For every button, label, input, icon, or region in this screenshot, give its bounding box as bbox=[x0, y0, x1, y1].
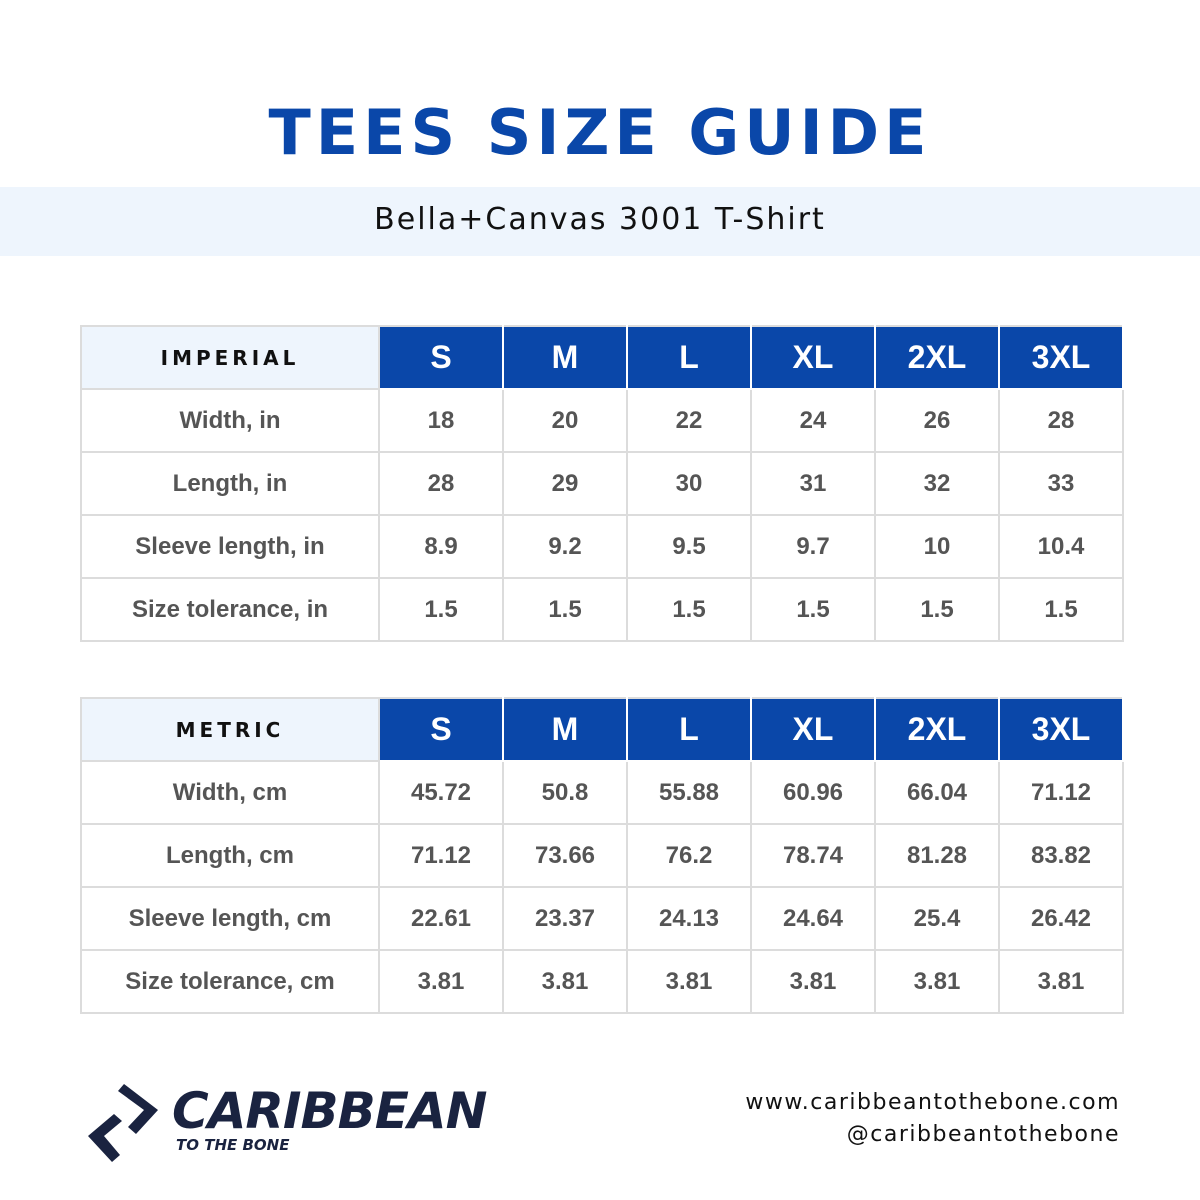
measurement-value: 3.81 bbox=[998, 949, 1124, 1014]
measurement-value: 1.5 bbox=[750, 577, 876, 642]
measurement-value: 23.37 bbox=[502, 886, 628, 951]
measurement-row: Sleeve length, in 8.9 9.2 9.5 9.7 10 10.4 bbox=[80, 514, 1124, 579]
size-header: XL bbox=[750, 697, 876, 762]
measurement-row: Length, cm 71.12 73.66 76.2 78.74 81.28 83.82 bbox=[80, 823, 1124, 888]
measurement-value: 8.9 bbox=[378, 514, 504, 579]
size-header: 2XL bbox=[874, 325, 1000, 390]
size-header: 3XL bbox=[998, 697, 1124, 762]
measurement-value: 9.7 bbox=[750, 514, 876, 579]
measurement-value: 1.5 bbox=[378, 577, 504, 642]
measurement-value: 29 bbox=[502, 451, 628, 516]
measurement-value: 30 bbox=[626, 451, 752, 516]
size-header: M bbox=[502, 325, 628, 390]
measurement-value: 26 bbox=[874, 388, 1000, 453]
logo-tagline: TO THE BONE bbox=[176, 1136, 290, 1154]
size-header: M bbox=[502, 697, 628, 762]
size-table: IMPERIAL S M L XL 2XL 3XL Width, in 18 20 22 24 26 28… bbox=[80, 325, 1124, 642]
title: TEES SIZE GUIDE bbox=[268, 96, 932, 169]
measurement-name: Length, cm bbox=[80, 823, 380, 888]
size-header: S bbox=[378, 325, 504, 390]
measurement-value: 76.2 bbox=[626, 823, 752, 888]
measurement-value: 10.4 bbox=[998, 514, 1124, 579]
measurement-row: Width, in 18 20 22 24 26 28 bbox=[80, 388, 1124, 453]
measurement-value: 18 bbox=[378, 388, 504, 453]
measurement-name: Size tolerance, cm bbox=[80, 949, 380, 1014]
measurement-value: 25.4 bbox=[874, 886, 1000, 951]
measurement-value: 26.42 bbox=[998, 886, 1124, 951]
measurement-value: 83.82 bbox=[998, 823, 1124, 888]
measurement-value: 28 bbox=[998, 388, 1124, 453]
measurement-value: 9.2 bbox=[502, 514, 628, 579]
measurement-row: Size tolerance, in 1.5 1.5 1.5 1.5 1.5 1.5 bbox=[80, 577, 1124, 642]
measurement-value: 73.66 bbox=[502, 823, 628, 888]
social-handle: @caribbeantothebone bbox=[846, 1122, 1120, 1147]
measurement-name: Width, cm bbox=[80, 760, 380, 825]
website: www.caribbeantothebone.com bbox=[745, 1090, 1120, 1115]
measurement-value: 1.5 bbox=[998, 577, 1124, 642]
measurement-row: Width, cm 45.72 50.8 55.88 60.96 66.04 71.12 bbox=[80, 760, 1124, 825]
measurement-name: Sleeve length, in bbox=[80, 514, 380, 579]
measurement-value: 24 bbox=[750, 388, 876, 453]
measurement-value: 20 bbox=[502, 388, 628, 453]
measurement-value: 22.61 bbox=[378, 886, 504, 951]
system-label: METRIC bbox=[80, 697, 380, 762]
measurement-value: 9.5 bbox=[626, 514, 752, 579]
measurement-value: 66.04 bbox=[874, 760, 1000, 825]
size-header: L bbox=[626, 325, 752, 390]
header-row: IMPERIAL S M L XL 2XL 3XL bbox=[80, 325, 1124, 390]
measurement-value: 71.12 bbox=[998, 760, 1124, 825]
system-label: IMPERIAL bbox=[80, 325, 380, 390]
measurement-value: 31 bbox=[750, 451, 876, 516]
measurement-name: Width, in bbox=[80, 388, 380, 453]
measurement-value: 32 bbox=[874, 451, 1000, 516]
size-header: S bbox=[378, 697, 504, 762]
header-row: METRIC S M L XL 2XL 3XL bbox=[80, 697, 1124, 762]
size-header: XL bbox=[750, 325, 876, 390]
measurement-value: 10 bbox=[874, 514, 1000, 579]
measurement-value: 24.13 bbox=[626, 886, 752, 951]
size-header: 3XL bbox=[998, 325, 1124, 390]
measurement-value: 1.5 bbox=[626, 577, 752, 642]
size-header: L bbox=[626, 697, 752, 762]
measurement-value: 71.12 bbox=[378, 823, 504, 888]
measurement-value: 22 bbox=[626, 388, 752, 453]
logo-icon bbox=[88, 1084, 158, 1162]
measurement-row: Size tolerance, cm 3.81 3.81 3.81 3.81 3.81 3.… bbox=[80, 949, 1124, 1014]
measurement-value: 3.81 bbox=[502, 949, 628, 1014]
measurement-value: 1.5 bbox=[502, 577, 628, 642]
subtitle-band bbox=[0, 187, 1200, 256]
measurement-name: Size tolerance, in bbox=[80, 577, 380, 642]
size-header: 2XL bbox=[874, 697, 1000, 762]
measurement-value: 28 bbox=[378, 451, 504, 516]
size-table: METRIC S M L XL 2XL 3XL Width, cm 45.72 50.8 55.88… bbox=[80, 697, 1124, 1014]
measurement-name: Length, in bbox=[80, 451, 380, 516]
measurement-value: 78.74 bbox=[750, 823, 876, 888]
measurement-name: Sleeve length, cm bbox=[80, 886, 380, 951]
measurement-value: 3.81 bbox=[378, 949, 504, 1014]
measurement-value: 50.8 bbox=[502, 760, 628, 825]
measurement-value: 45.72 bbox=[378, 760, 504, 825]
measurement-value: 81.28 bbox=[874, 823, 1000, 888]
subtitle: Bella+Canvas 3001 T-Shirt bbox=[374, 202, 826, 237]
measurement-row: Sleeve length, cm 22.61 23.37 24.13 24.64 25.… bbox=[80, 886, 1124, 951]
measurement-value: 1.5 bbox=[874, 577, 1000, 642]
measurement-value: 3.81 bbox=[626, 949, 752, 1014]
measurement-value: 55.88 bbox=[626, 760, 752, 825]
measurement-value: 3.81 bbox=[750, 949, 876, 1014]
measurement-value: 3.81 bbox=[874, 949, 1000, 1014]
measurement-value: 60.96 bbox=[750, 760, 876, 825]
measurement-row: Length, in 28 29 30 31 32 33 bbox=[80, 451, 1124, 516]
measurement-value: 33 bbox=[998, 451, 1124, 516]
measurement-value: 24.64 bbox=[750, 886, 876, 951]
logo-name: CARIBBEAN bbox=[172, 1082, 487, 1140]
